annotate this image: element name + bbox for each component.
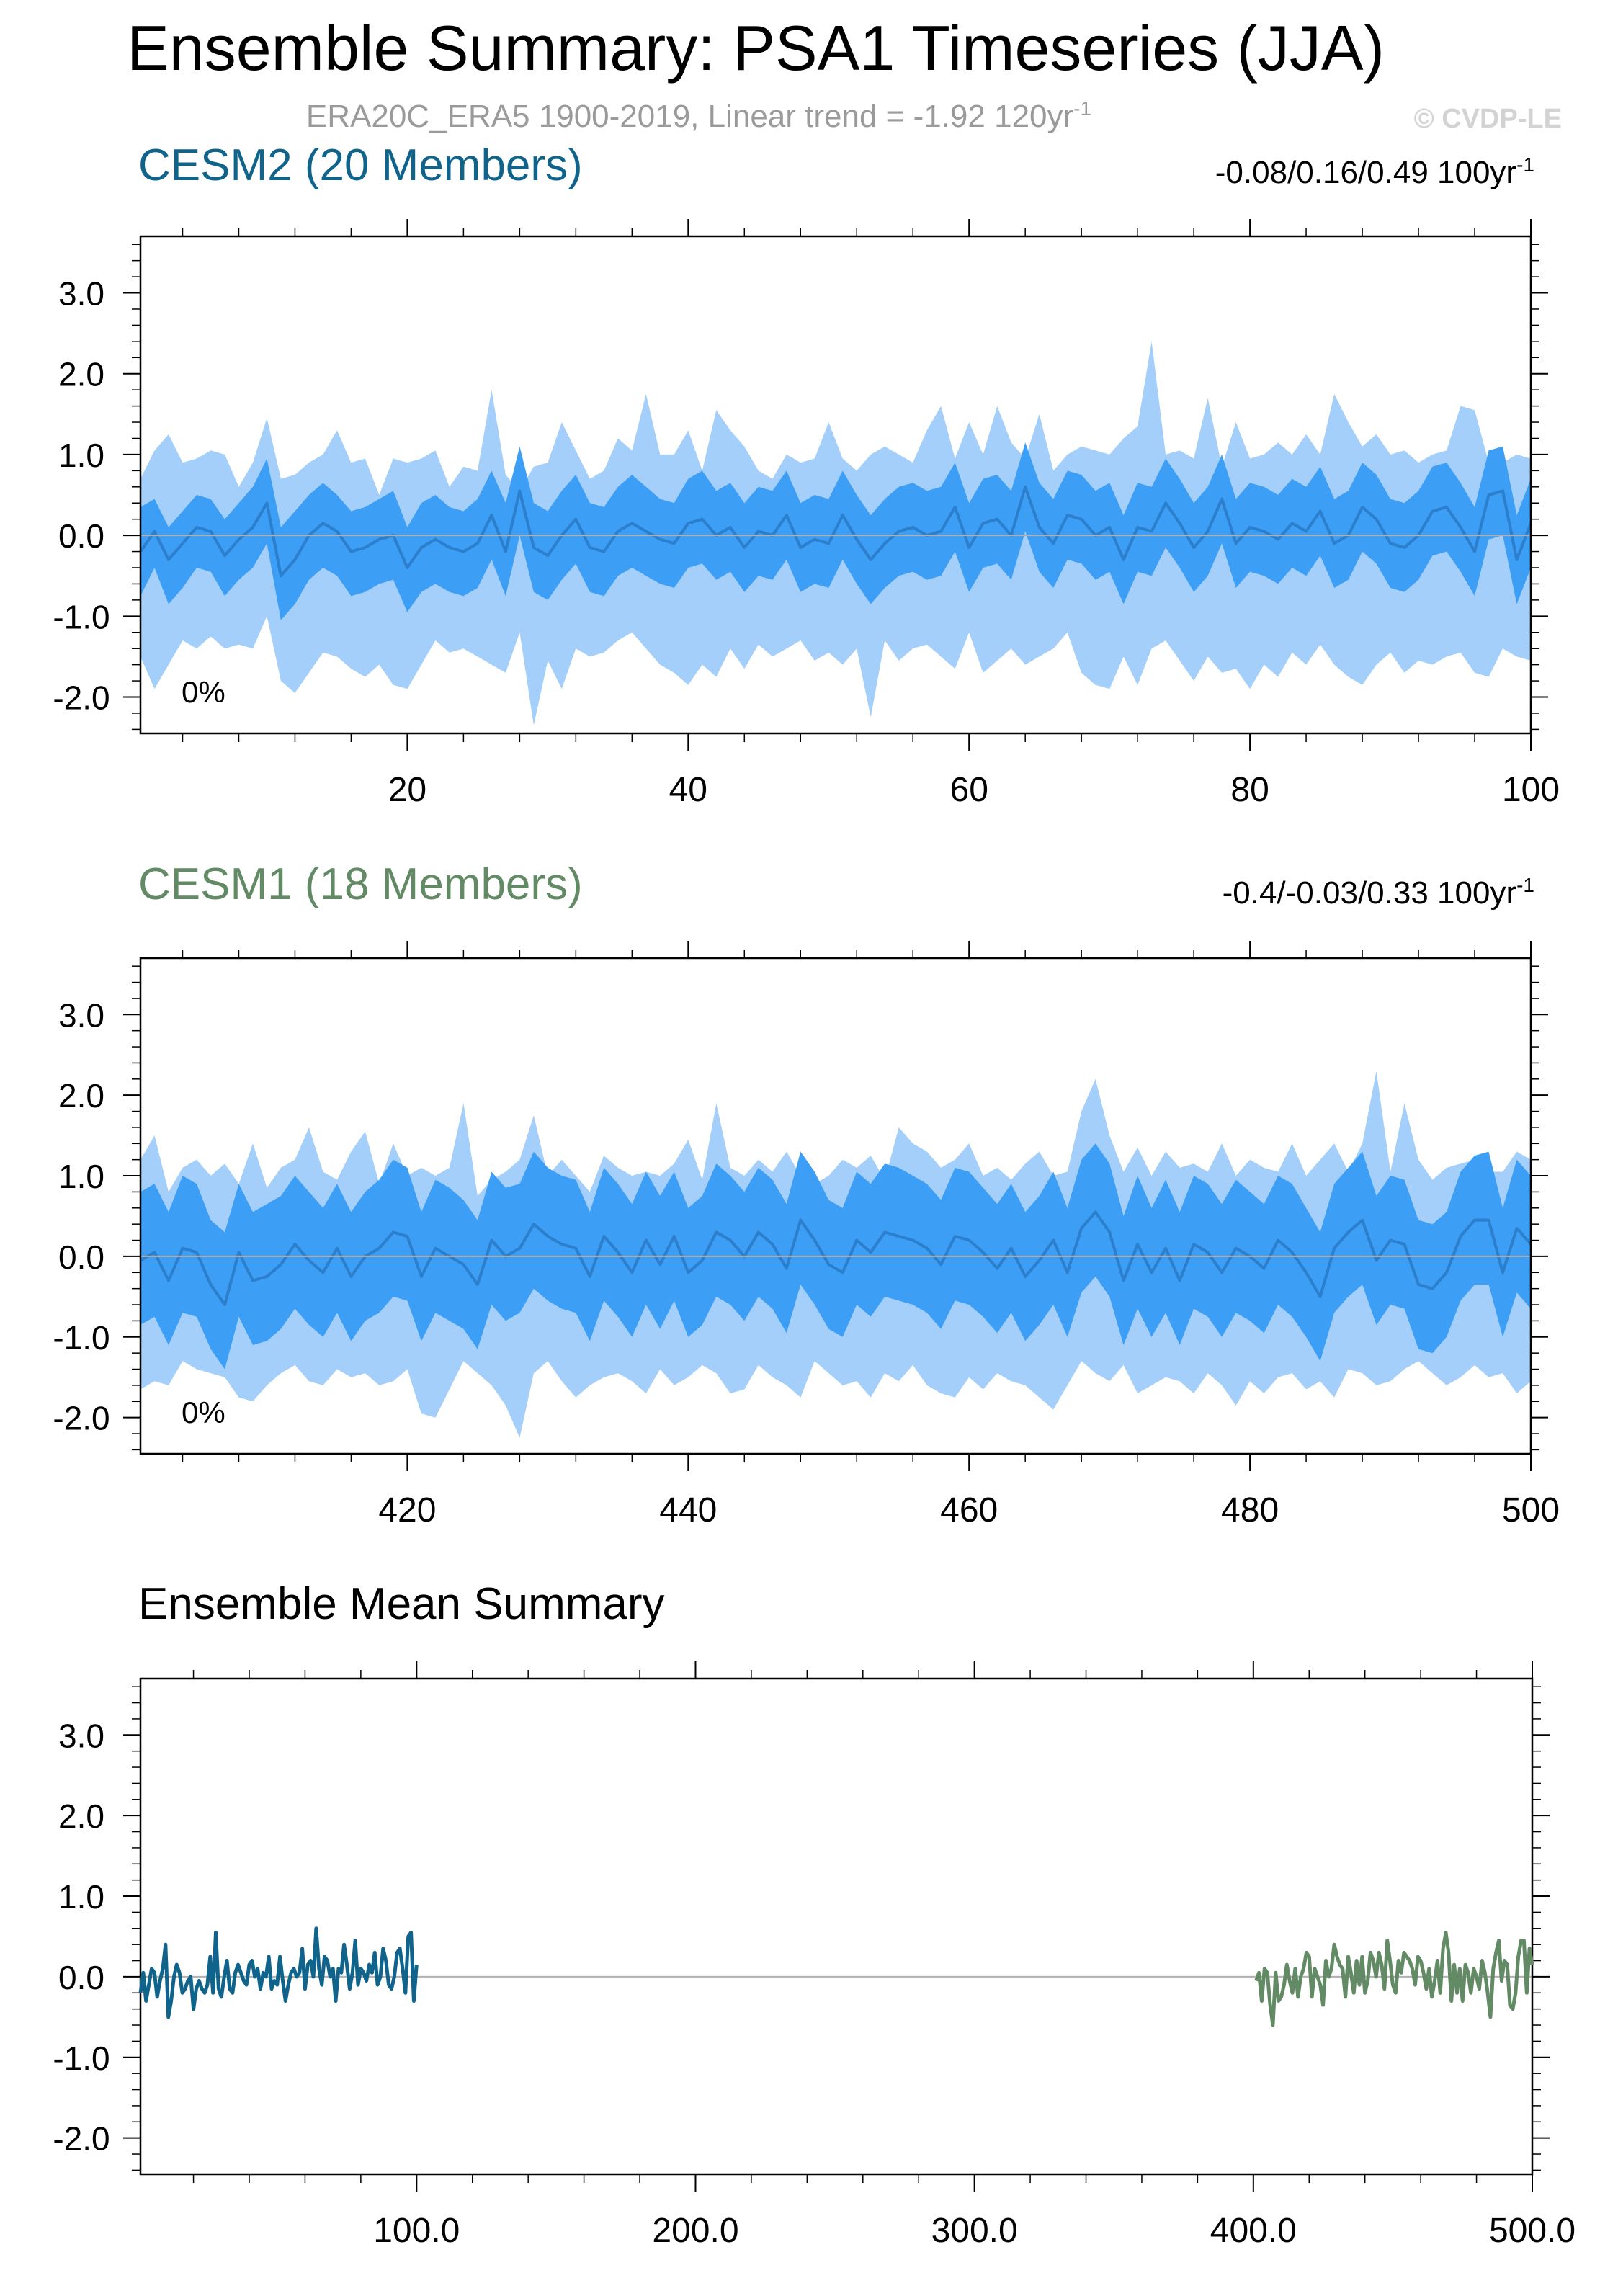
cesm2-panel-title: CESM2 (20 Members) (138, 140, 583, 190)
cesm1-axes: 3.0 2.0 1.0 0.0 -1.0 -2.0 420 440 460 480 500 (53, 941, 1560, 1529)
summary-ytick-label: 2.0 (58, 1797, 104, 1835)
summary-ytick-label: 3.0 (58, 1717, 104, 1754)
figure-subtitle-main: ERA20C_ERA5 1900-2019, Linear trend = -1… (306, 99, 1073, 134)
cesm1-ytick-label: -1.0 (53, 1319, 110, 1357)
cesm2-plot-frame (139, 235, 1532, 735)
summary-ytick-label: -2.0 (53, 2120, 110, 2158)
cesm1-panel-title: CESM1 (18 Members) (138, 859, 583, 909)
cesm2-xtick-label: 100 (1502, 771, 1560, 809)
summary-xtick-label: 400.0 (1210, 2212, 1297, 2250)
summary-cesm1-line (1254, 1930, 1534, 2027)
cesm2-ytick-label: -1.0 (53, 598, 110, 635)
cesm1-plot: 3.0 2.0 1.0 0.0 -1.0 -2.0 420 440 460 480 500 (53, 941, 1560, 1529)
summary-xtick-label: 300.0 (931, 2212, 1018, 2250)
cesm1-xtick-label: 440 (659, 1491, 717, 1529)
cesm1-ytick-label: -2.0 (53, 1400, 110, 1437)
cesm1-trend-sup: -1 (1516, 874, 1534, 896)
summary-xtick-label: 100.0 (373, 2212, 460, 2250)
cesm2-bands (139, 341, 1532, 725)
cesm2-percent-label: 0% (182, 675, 225, 709)
cesm1-ytick-label: 0.0 (58, 1238, 104, 1276)
figure-title: Ensemble Summary: PSA1 Timeseries (JJA) (127, 12, 1385, 84)
cesm1-xtick-label: 460 (940, 1491, 998, 1529)
cesm1-ytick-label: 1.0 (58, 1158, 104, 1195)
cesm2-ytick-label: 3.0 (58, 275, 104, 313)
cesm2-axes: 3.0 2.0 1.0 0.0 -1.0 -2.0 20 40 60 80 100 (53, 219, 1560, 809)
cesm2-ytick-label: -2.0 (53, 679, 110, 717)
figure-subtitle: ERA20C_ERA5 1900-2019, Linear trend = -1… (306, 97, 1091, 134)
cesm2-xtick-label: 20 (388, 771, 426, 809)
cesm2-ytick-label: 2.0 (58, 356, 104, 393)
cesm1-ytick-label: 3.0 (58, 996, 104, 1034)
cesm1-trend-label: -0.4/-0.03/0.33 100yr-1 (1223, 874, 1534, 911)
cesm2-ytick-label: 0.0 (58, 517, 104, 555)
cesm2-ensemble-mean-line (139, 485, 1532, 578)
cesm1-plot-frame (139, 957, 1532, 1455)
cesm2-xtick-label: 60 (950, 771, 988, 809)
cesm1-xtick-label: 500 (1502, 1491, 1560, 1529)
cesm1-xtick-label: 480 (1221, 1491, 1279, 1529)
cesm2-trend-sup: -1 (1516, 153, 1534, 176)
summary-xtick-label: 500.0 (1489, 2212, 1576, 2250)
cesm2-trend-main: -0.08/0.16/0.49 100yr (1215, 155, 1516, 190)
summary-plot: 3.0 2.0 1.0 0.0 -1.0 -2.0 100.0 200.0 300.0 400.0… (53, 1661, 1576, 2250)
figure-subtitle-sup: -1 (1073, 97, 1091, 120)
cesm1-xtick-label: 420 (378, 1491, 436, 1529)
cesm1-percent-label: 0% (182, 1395, 225, 1429)
summary-ytick-label: 0.0 (58, 1959, 104, 1996)
summary-ytick-label: 1.0 (58, 1878, 104, 1916)
cesm2-xtick-label: 40 (669, 771, 707, 809)
summary-cesm2-line (138, 1926, 419, 2019)
summary-plot-frame (139, 1677, 1534, 2176)
cesm1-ensemble-mean-line (140, 1210, 1532, 1306)
summary-panel-title: Ensemble Mean Summary (138, 1579, 665, 1629)
cesm2-plot: 3.0 2.0 1.0 0.0 -1.0 -2.0 20 40 60 80 100 (53, 219, 1560, 809)
cesm1-ytick-label: 2.0 (58, 1077, 104, 1115)
watermark: © CVDP-LE (1414, 104, 1562, 134)
summary-xtick-label: 200.0 (652, 2212, 738, 2250)
cesm2-trend-label: -0.08/0.16/0.49 100yr-1 (1215, 153, 1534, 190)
cesm1-trend-main: -0.4/-0.03/0.33 100yr (1223, 875, 1516, 911)
summary-ytick-label: -1.0 (53, 2040, 110, 2077)
cesm2-xtick-label: 80 (1230, 771, 1269, 809)
cesm2-ytick-label: 1.0 (58, 437, 104, 474)
